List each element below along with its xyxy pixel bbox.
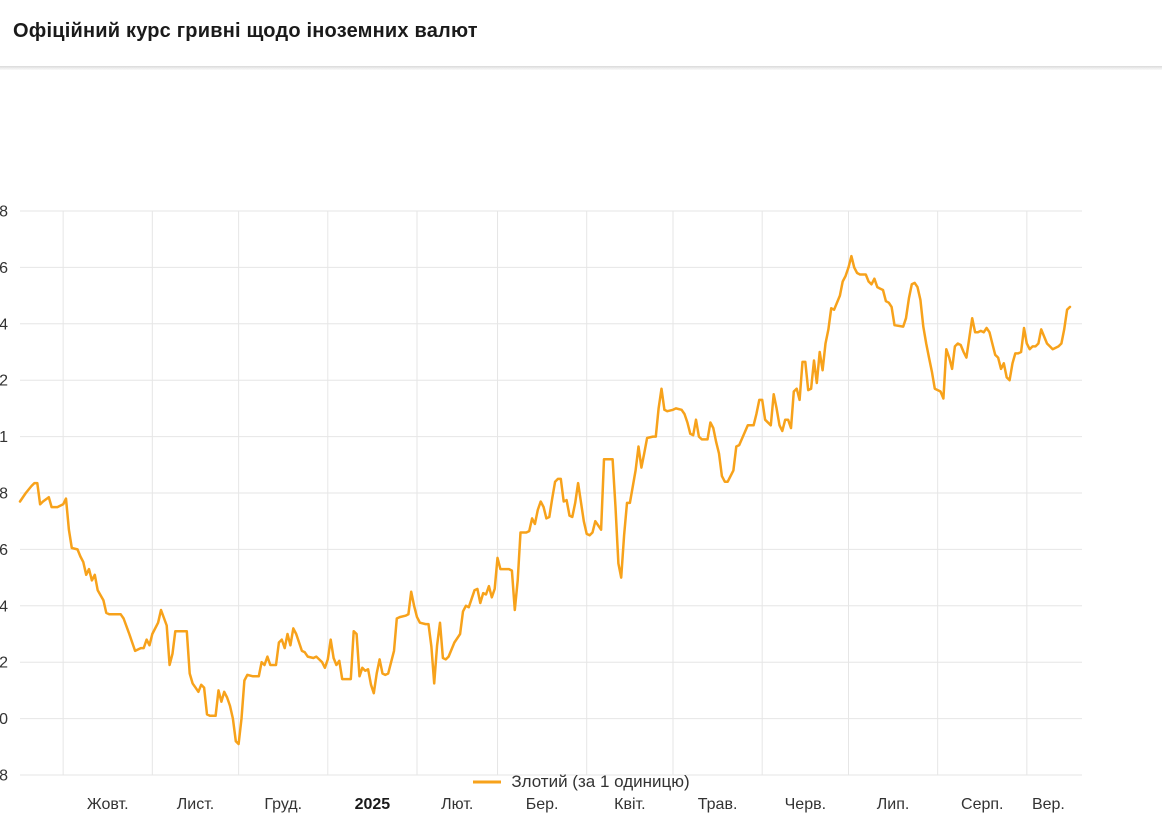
x-axis-tick-label: Бер. <box>526 796 559 813</box>
y-axis-tick-label: 11,2 <box>0 373 8 390</box>
x-axis-tick-label: Лист. <box>177 796 214 813</box>
legend-item-zloty[interactable]: Злотий (за 1 одиницю) <box>472 772 690 792</box>
page-header: Офіційний курс гривні щодо іноземних вал… <box>0 0 1162 66</box>
legend-line-swatch <box>473 780 502 784</box>
x-axis-tick-label: Черв. <box>785 796 826 813</box>
x-axis-tick-label: Жовт. <box>87 796 129 813</box>
chart-canvas: грн9,81010,210,410,610,81111,211,411,611… <box>0 204 1082 813</box>
exchange-rate-chart: грн9,81010,210,410,610,81111,211,411,611… <box>0 70 1162 813</box>
y-axis-tick-label: 11 <box>0 429 8 446</box>
x-axis-tick-label: Трав. <box>698 796 738 813</box>
currency-rates-page: { "page": { "title": "Офіційний курс гри… <box>0 0 1162 813</box>
y-axis-tick-label: 11,6 <box>0 260 8 277</box>
y-axis-tick-label: 10,6 <box>0 542 8 559</box>
x-axis-tick-label: 2025 <box>355 796 391 813</box>
y-axis-tick-label: 11,8 <box>0 204 8 221</box>
x-axis-tick-label: Вер. <box>1032 796 1065 813</box>
y-axis-tick-label: 9,8 <box>0 768 8 785</box>
x-axis-tick-label: Груд. <box>264 796 302 813</box>
y-axis-tick-label: 10,8 <box>0 486 8 503</box>
chart-legend: Злотий (за 1 одиницю) <box>0 768 1162 796</box>
y-axis-tick-label: 10 <box>0 711 8 728</box>
x-axis-tick-label: Лют. <box>441 796 473 813</box>
page-title: Офіційний курс гривні щодо іноземних вал… <box>13 20 478 42</box>
x-axis-tick-label: Квіт. <box>614 796 645 813</box>
header-divider <box>0 66 1162 70</box>
legend-label: Злотий (за 1 одиницю) <box>511 772 690 791</box>
y-axis-tick-label: 10,4 <box>0 598 8 615</box>
y-axis-tick-label: 10,2 <box>0 655 8 672</box>
y-axis-tick-label: 11,4 <box>0 316 8 333</box>
series-line-zloty[interactable] <box>18 254 1072 746</box>
x-axis-tick-label: Серп. <box>961 796 1003 813</box>
x-axis-tick-label: Лип. <box>877 796 910 813</box>
